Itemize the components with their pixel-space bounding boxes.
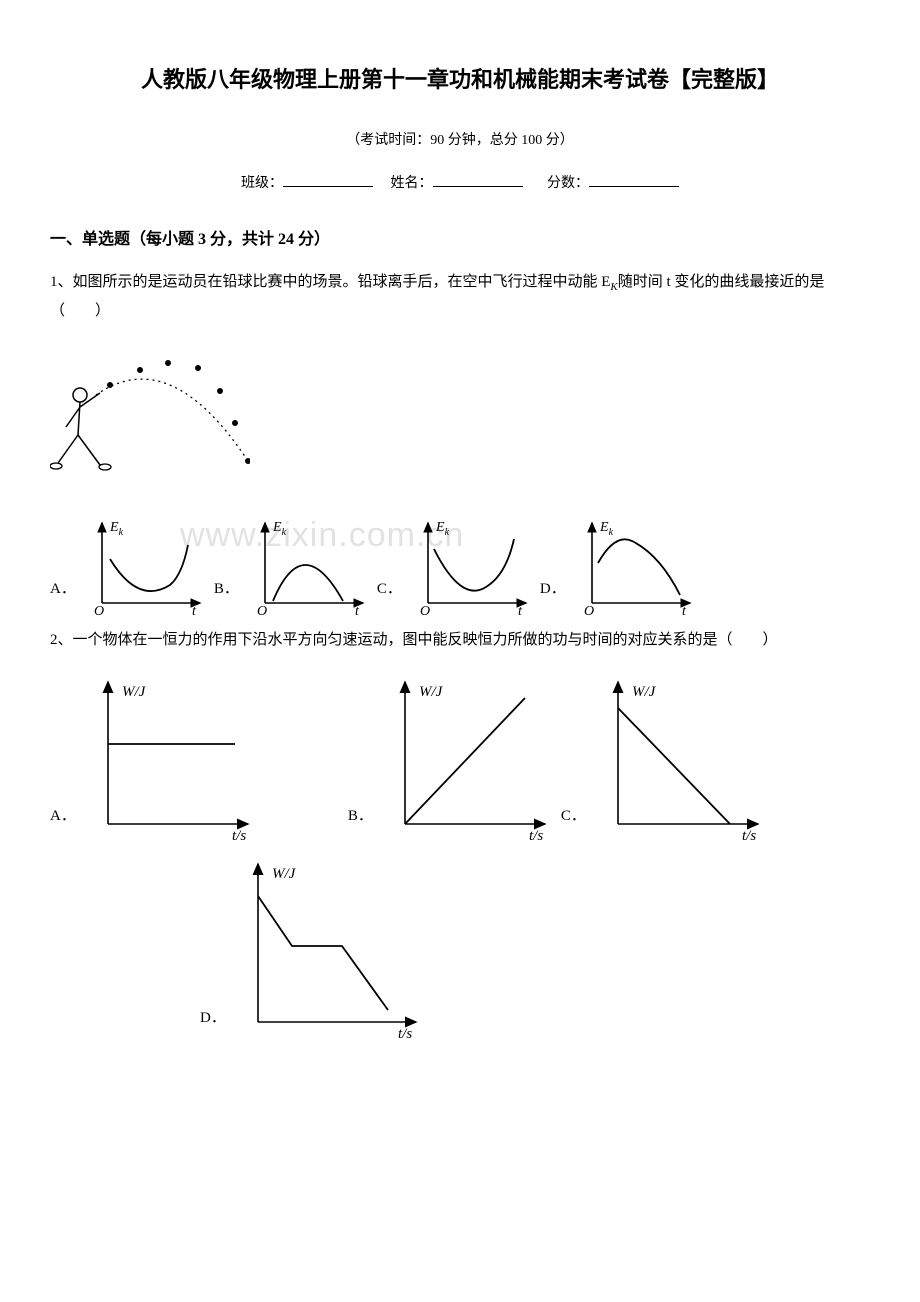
q2-choices-row2: D． W/J t/s bbox=[200, 854, 870, 1044]
q2-choices-row1: A． W/J t/s B． W/J t/s C． W/J t/s bbox=[50, 672, 870, 842]
svg-text:O: O bbox=[257, 604, 267, 615]
svg-text:O: O bbox=[94, 604, 104, 615]
svg-text:t: t bbox=[682, 604, 687, 615]
svg-text:Ek: Ek bbox=[435, 520, 450, 538]
q2-choice-b[interactable]: B． W/J t/s bbox=[348, 672, 557, 842]
q1-chart-a: Ek O t bbox=[80, 515, 210, 615]
q2-choice-b-label: B． bbox=[348, 803, 373, 842]
svg-text:W/J: W/J bbox=[122, 684, 147, 700]
svg-text:Ek: Ek bbox=[599, 520, 614, 538]
q2-chart-c: W/J t/s bbox=[590, 672, 770, 842]
svg-text:t/s: t/s bbox=[742, 828, 756, 842]
q1-scene-figure bbox=[50, 343, 250, 473]
q1-choice-d[interactable]: D． Ek O t bbox=[540, 515, 700, 615]
meta-line: 班级： 姓名： 分数： bbox=[50, 171, 870, 196]
svg-text:W/J: W/J bbox=[419, 684, 444, 700]
svg-text:t/s: t/s bbox=[232, 828, 246, 842]
q1-choice-a-label: A． bbox=[50, 576, 76, 615]
q1-choice-b-label: B． bbox=[214, 576, 239, 615]
section-1-heading: 一、单选题（每小题 3 分，共计 24 分） bbox=[50, 226, 870, 255]
q2-choice-c-label: C． bbox=[561, 803, 586, 842]
label-score: 分数： bbox=[547, 176, 589, 191]
q1-chart-b: Ek O t bbox=[243, 515, 373, 615]
q1-chart-d: Ek O t bbox=[570, 515, 700, 615]
svg-text:W/J: W/J bbox=[632, 684, 657, 700]
q2-chart-b: W/J t/s bbox=[377, 672, 557, 842]
svg-text:t/s: t/s bbox=[398, 1026, 412, 1042]
blank-name[interactable] bbox=[433, 172, 523, 187]
blank-class[interactable] bbox=[283, 172, 373, 187]
q2-choice-d[interactable]: D． W/J t/s bbox=[200, 854, 430, 1044]
q2-chart-d: W/J t/s bbox=[230, 854, 430, 1044]
svg-text:t: t bbox=[192, 604, 197, 615]
svg-text:Ek: Ek bbox=[272, 520, 287, 538]
question-2: 2、一个物体在一恒力的作用下沿水平方向匀速运动，图中能反映恒力所做的功与时间的对… bbox=[50, 627, 870, 654]
svg-text:t: t bbox=[518, 604, 523, 615]
q1-choices: A． Ek O t B． Ek O t C． bbox=[50, 515, 870, 615]
q1-sub: K bbox=[610, 281, 617, 293]
label-name: 姓名： bbox=[391, 176, 433, 191]
q2-text: 2、一个物体在一恒力的作用下沿水平方向匀速运动，图中能反映恒力所做的功与时间的对… bbox=[50, 632, 778, 648]
exam-meta: （考试时间：90 分钟，总分 100 分） bbox=[50, 128, 870, 153]
svg-text:t: t bbox=[355, 604, 360, 615]
q2-chart-a: W/J t/s bbox=[80, 672, 260, 842]
svg-text:t/s: t/s bbox=[529, 828, 543, 842]
q2-choice-a[interactable]: A． W/J t/s bbox=[50, 672, 260, 842]
svg-text:O: O bbox=[420, 604, 430, 615]
label-class: 班级： bbox=[241, 176, 283, 191]
q1-choice-c-label: C． bbox=[377, 576, 402, 615]
q2-choice-a-label: A． bbox=[50, 803, 76, 842]
svg-text:Ek: Ek bbox=[109, 520, 124, 538]
q2-choice-d-label: D． bbox=[200, 1005, 226, 1044]
exam-title: 人教版八年级物理上册第十一章功和机械能期末考试卷【完整版】 bbox=[50, 60, 870, 100]
q1-text-a: 1、如图所示的是运动员在铅球比赛中的场景。铅球离手后，在空中飞行过程中动能 E bbox=[50, 274, 610, 290]
q1-choice-a[interactable]: A． Ek O t bbox=[50, 515, 210, 615]
question-1: 1、如图所示的是运动员在铅球比赛中的场景。铅球离手后，在空中飞行过程中动能 EK… bbox=[50, 269, 870, 325]
blank-score[interactable] bbox=[589, 172, 679, 187]
q1-choice-c[interactable]: C． Ek O t bbox=[377, 515, 536, 615]
svg-text:W/J: W/J bbox=[272, 866, 297, 882]
q1-chart-c: Ek O t bbox=[406, 515, 536, 615]
svg-text:O: O bbox=[584, 604, 594, 615]
q2-choice-c[interactable]: C． W/J t/s bbox=[561, 672, 770, 842]
q1-choice-b[interactable]: B． Ek O t bbox=[214, 515, 373, 615]
q1-choice-d-label: D． bbox=[540, 576, 566, 615]
